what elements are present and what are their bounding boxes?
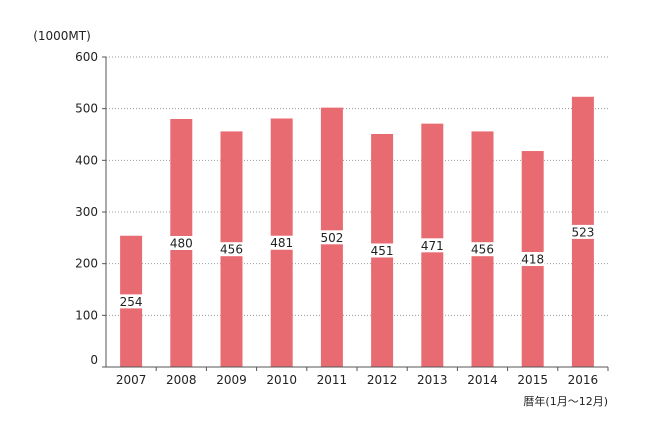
x-tick-label: 2016 — [568, 373, 599, 387]
value-label: 451 — [371, 244, 394, 258]
y-tick-label: 300 — [75, 205, 98, 219]
value-label-bg — [520, 252, 545, 267]
x-tick-label: 2010 — [266, 373, 297, 387]
value-label: 480 — [170, 237, 193, 251]
x-tick-label: 2009 — [216, 373, 247, 387]
value-label: 471 — [421, 239, 444, 253]
value-label: 254 — [120, 295, 143, 309]
value-label: 502 — [320, 231, 343, 245]
value-label-bg — [370, 243, 395, 258]
value-label-bg — [319, 230, 344, 245]
x-tick-label: 2007 — [116, 373, 147, 387]
x-tick-label: 2012 — [367, 373, 398, 387]
y-axis-unit-label: (1000MT) — [33, 29, 91, 43]
value-label: 481 — [270, 236, 293, 250]
y-tick-label: 0 — [90, 353, 98, 367]
value-labels: 254 480 456 481 502 451 471 456 418 523 — [119, 224, 595, 309]
value-label-bg — [269, 235, 294, 250]
y-tick-label: 100 — [75, 308, 98, 322]
value-label: 456 — [220, 243, 243, 257]
x-tick-label: 2011 — [317, 373, 348, 387]
y-tick-label: 600 — [75, 50, 98, 64]
y-tick-label: 400 — [75, 153, 98, 167]
value-label-bg — [420, 238, 445, 253]
x-tick-label: 2013 — [417, 373, 448, 387]
y-tick-label: 500 — [75, 102, 98, 116]
value-label-bg — [169, 236, 194, 250]
value-label-bg — [570, 224, 595, 239]
x-axis-ticks: 2007 2008 2009 2010 2011 2012 2013 2014 2015 2016 — [116, 367, 609, 387]
value-label: 523 — [571, 225, 594, 239]
value-label-bg — [470, 242, 495, 257]
value-label: 418 — [521, 253, 544, 267]
value-label: 456 — [471, 243, 494, 257]
value-label-bg — [119, 294, 144, 309]
y-tick-label: 200 — [75, 257, 98, 271]
bars — [120, 96, 594, 368]
x-tick-label: 2015 — [517, 373, 548, 387]
x-axis-label: 暦年(1月～12月) — [523, 394, 608, 408]
value-label-bg — [219, 242, 244, 257]
x-tick-label: 2014 — [467, 373, 498, 387]
x-tick-label: 2008 — [166, 373, 197, 387]
y-axis-ticks: 0 100 200 300 400 500 600 — [75, 50, 106, 368]
